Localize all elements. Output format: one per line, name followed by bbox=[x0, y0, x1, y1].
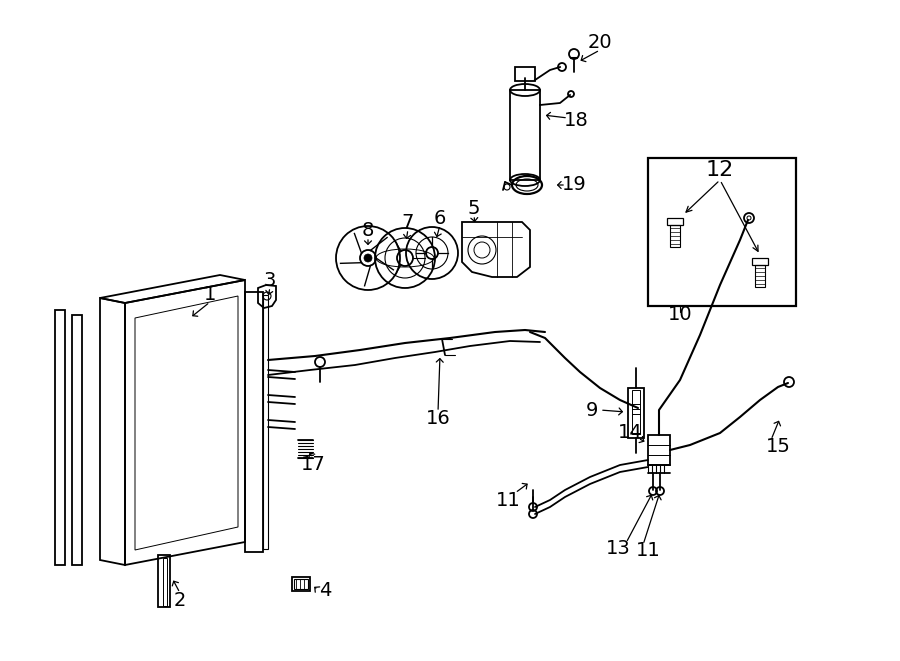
Text: 11: 11 bbox=[635, 541, 661, 559]
Text: 2: 2 bbox=[174, 590, 186, 609]
Text: 18: 18 bbox=[563, 110, 589, 130]
Text: 12: 12 bbox=[706, 160, 734, 180]
Bar bbox=[515, 67, 535, 81]
Text: 8: 8 bbox=[362, 221, 374, 239]
Text: 1: 1 bbox=[203, 286, 216, 305]
Bar bbox=[55, 310, 65, 565]
Text: 14: 14 bbox=[617, 422, 643, 442]
Bar bbox=[628, 388, 644, 438]
Text: 16: 16 bbox=[426, 408, 450, 428]
Bar bbox=[292, 577, 310, 591]
Bar bbox=[648, 158, 796, 306]
Text: 15: 15 bbox=[766, 438, 790, 457]
Circle shape bbox=[364, 254, 372, 262]
Bar bbox=[648, 435, 670, 465]
Text: 6: 6 bbox=[434, 208, 446, 227]
Bar bbox=[72, 315, 82, 565]
Bar bbox=[294, 579, 308, 589]
Text: 19: 19 bbox=[562, 176, 587, 194]
Text: 11: 11 bbox=[496, 490, 520, 510]
Text: 4: 4 bbox=[319, 580, 331, 600]
Bar bbox=[632, 390, 640, 434]
Text: 20: 20 bbox=[588, 32, 612, 52]
Bar bbox=[245, 292, 263, 552]
Text: 13: 13 bbox=[606, 539, 630, 557]
Text: 7: 7 bbox=[401, 212, 414, 231]
Text: 5: 5 bbox=[468, 198, 481, 217]
Bar bbox=[158, 555, 170, 607]
Bar bbox=[163, 558, 167, 606]
Text: 17: 17 bbox=[301, 455, 326, 475]
Text: 3: 3 bbox=[264, 270, 276, 290]
Bar bbox=[510, 90, 540, 180]
Text: 9: 9 bbox=[586, 401, 598, 420]
Text: 10: 10 bbox=[668, 305, 692, 325]
Bar bbox=[263, 295, 268, 549]
